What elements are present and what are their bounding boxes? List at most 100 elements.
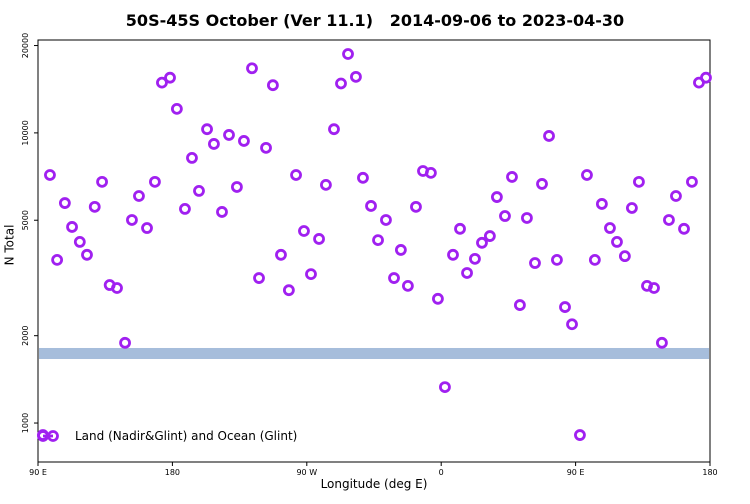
point [156,76,168,89]
point [574,429,586,441]
point [483,230,496,242]
point [58,197,71,209]
point [267,79,279,92]
point [365,200,377,212]
point [447,248,459,261]
point [320,178,332,191]
legend-label: Land (Nadir&Glint) and Ocean (Glint) [75,429,297,443]
point [700,71,712,84]
point [513,299,526,311]
point [521,212,533,224]
point [170,102,183,115]
point [51,253,64,266]
point [96,175,108,188]
point [581,169,593,181]
point [372,234,384,247]
point [164,71,176,84]
point [424,166,437,179]
x-tick-label: 90 W [296,468,317,477]
point [686,175,698,188]
point [476,236,488,249]
point [149,175,161,188]
point [604,222,616,234]
point [670,190,682,202]
chart-title: 50S-45S October (Ver 11.1) 2014-09-06 to… [126,11,624,30]
point [313,233,325,245]
point [66,221,78,233]
y-axis-label: N Total [3,225,17,266]
y-tick-label: 10000 [21,120,30,145]
point [111,282,123,294]
point [223,129,235,141]
point [633,175,645,188]
point [186,151,198,164]
point [201,123,213,136]
point [141,222,153,234]
point [231,181,243,193]
y-tick-label: 5000 [21,210,30,230]
point [335,77,347,90]
point [491,191,503,203]
point [44,169,56,181]
point [566,318,578,331]
point [208,138,220,150]
x-tick-label: 90 E [29,468,47,477]
point [253,272,265,284]
point [238,135,250,147]
point [618,250,631,263]
point [305,268,317,281]
point [588,253,601,266]
x-tick-label: 180 [165,468,180,477]
point [656,336,668,349]
point [88,200,101,213]
point [536,178,548,190]
x-axis-label: Longitude (deg E) [321,477,428,491]
point [543,130,555,142]
point [275,248,287,261]
point [559,301,571,313]
point [469,252,481,265]
band [39,347,709,360]
plot-frame [37,39,711,463]
point [595,198,608,210]
point [179,203,191,215]
point [529,257,541,269]
point [328,123,340,136]
point [401,279,414,292]
point [499,210,511,222]
point [454,222,466,235]
point [193,185,205,197]
point [133,190,145,202]
legend-marker [47,430,59,442]
point [394,244,407,256]
point [611,236,623,248]
point [342,48,354,60]
point [216,206,228,218]
point [126,214,138,226]
point [506,171,518,183]
point [81,248,93,261]
x-tick-label: 0 [439,468,444,477]
point [380,214,392,226]
point [648,282,660,294]
point [678,222,690,235]
point [388,272,400,284]
point [551,253,563,266]
y-tick-label: 1000 [21,413,30,433]
x-tick-label: 180 [702,468,717,477]
y-tick-label: 2000 [21,326,30,346]
point [432,292,444,305]
point [246,62,258,75]
point [73,236,86,248]
x-tick-label: 90 E [567,468,585,477]
point [410,200,422,213]
point [663,214,675,226]
point [282,284,295,297]
point [298,225,310,237]
point [290,169,302,181]
point [461,267,473,279]
point [260,141,272,154]
point [350,70,362,83]
y-tick-label: 20000 [21,33,30,58]
